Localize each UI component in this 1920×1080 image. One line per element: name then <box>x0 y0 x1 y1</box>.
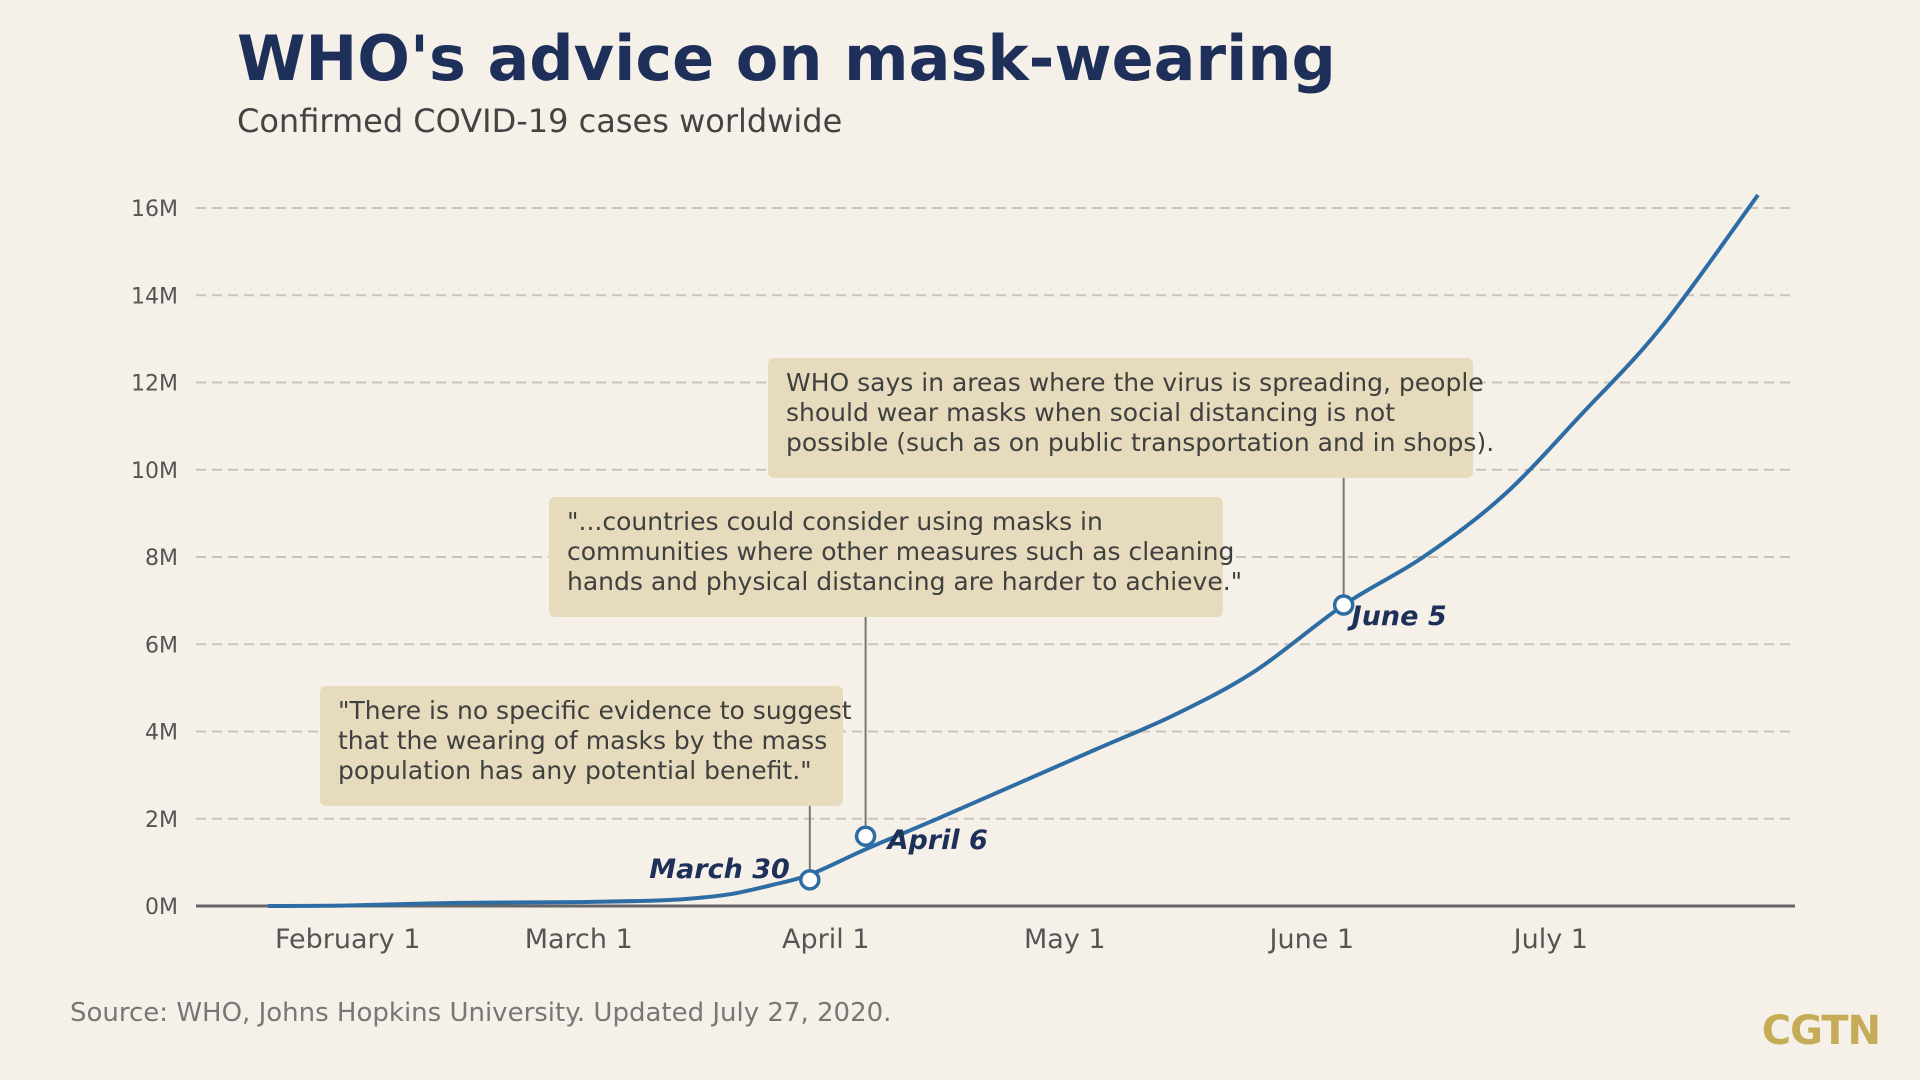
x-tick-label: July 1 <box>1512 924 1588 955</box>
y-axis-ticks: 0M 2M 4M 6M 8M 10M 12M 14M 16M <box>131 197 178 920</box>
callout-leaders <box>808 478 1345 880</box>
callout-june-5: WHO says in areas where the virus is spr… <box>768 358 1495 478</box>
callout-line: that the wearing of masks by the mass <box>338 726 828 755</box>
event-marker <box>1332 594 1355 616</box>
line-chart: 0M 2M 4M 6M 8M 10M 12M 14M 16M February 1 March 1… <box>131 193 1795 955</box>
chart-title: WHO's advice on mask-wearing <box>237 22 1336 95</box>
event-markers: March 30 April 6 June 5 <box>649 594 1447 891</box>
cgtn-logo: CGTN <box>1761 1008 1881 1054</box>
y-tick-label: 14M <box>131 284 178 309</box>
y-tick-label: 6M <box>145 633 178 658</box>
x-tick-label: June 1 <box>1268 924 1355 955</box>
series-line-confirmed-cases <box>267 193 1760 908</box>
x-tick-label: February 1 <box>275 924 420 955</box>
x-axis-ticks: February 1 March 1 April 1 May 1 June 1 July … <box>275 924 1588 955</box>
callout-line: hands and physical distancing are harder… <box>567 567 1243 596</box>
callout-line: should wear masks when social distancing… <box>786 398 1395 427</box>
y-tick-label: 4M <box>145 721 178 746</box>
callout-line: communities where other measures such as… <box>567 537 1235 566</box>
chart-subtitle: Confirmed COVID-19 cases worldwide <box>237 102 843 140</box>
event-marker <box>799 869 821 891</box>
event-label: April 6 <box>886 825 988 856</box>
y-tick-label: 2M <box>145 808 178 833</box>
callout-april-6: "...countries could consider using masks… <box>549 497 1243 617</box>
event-marker <box>854 825 877 847</box>
callout-line: WHO says in areas where the virus is spr… <box>786 368 1484 397</box>
x-tick-label: May 1 <box>1024 924 1106 955</box>
y-tick-label: 16M <box>131 197 178 222</box>
x-tick-label: March 1 <box>525 924 633 955</box>
source-note: Source: WHO, Johns Hopkins University. U… <box>70 998 892 1028</box>
callout-line: "There is no specific evidence to sugges… <box>338 696 852 725</box>
callout-march-30: "There is no specific evidence to sugges… <box>320 686 852 806</box>
callout-line: possible (such as on public transportati… <box>786 428 1495 457</box>
x-tick-label: April 1 <box>782 924 869 955</box>
y-tick-label: 12M <box>131 372 178 397</box>
y-tick-label: 0M <box>145 895 178 920</box>
y-tick-label: 8M <box>145 546 178 571</box>
callout-line: "...countries could consider using masks… <box>567 507 1103 536</box>
event-label: March 30 <box>649 854 790 885</box>
y-tick-label: 10M <box>131 459 178 484</box>
callout-line: population has any potential benefit." <box>338 756 812 785</box>
event-label: June 5 <box>1347 601 1447 632</box>
